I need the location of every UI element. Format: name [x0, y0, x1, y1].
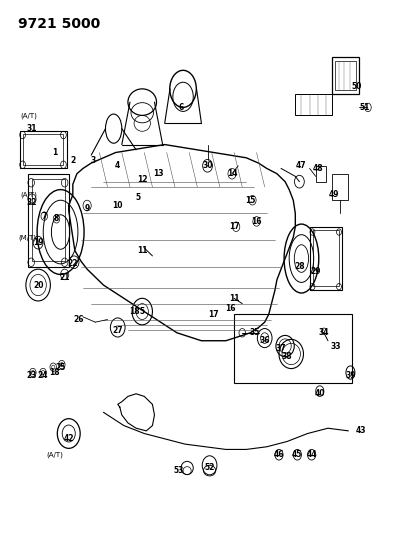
Text: 43: 43: [356, 426, 366, 435]
Bar: [316, 166, 326, 182]
Text: 16: 16: [251, 217, 262, 226]
Bar: [20, 131, 67, 168]
Text: 32: 32: [27, 198, 37, 207]
Text: 42: 42: [63, 434, 74, 443]
Text: 50: 50: [351, 82, 362, 91]
Text: 2: 2: [70, 156, 76, 165]
Text: 52: 52: [204, 464, 215, 472]
Text: 13: 13: [153, 169, 164, 178]
Text: 20: 20: [33, 280, 44, 289]
Bar: [296, 94, 332, 115]
Text: 17: 17: [229, 222, 239, 231]
Text: (M/T): (M/T): [19, 234, 37, 240]
Text: 12: 12: [137, 174, 148, 183]
Text: 26: 26: [74, 315, 84, 324]
Text: 40: 40: [314, 389, 325, 398]
Bar: [234, 314, 353, 383]
Text: 44: 44: [306, 450, 317, 459]
Text: 34: 34: [319, 328, 329, 337]
Text: 29: 29: [310, 268, 321, 276]
Text: 38: 38: [282, 352, 293, 361]
Text: 45: 45: [292, 450, 302, 459]
Bar: [23, 134, 63, 165]
Bar: [335, 61, 356, 91]
Text: 18: 18: [49, 368, 60, 377]
Text: 23: 23: [27, 370, 37, 379]
Bar: [332, 174, 349, 200]
Text: 9: 9: [85, 204, 90, 213]
Text: 10: 10: [113, 201, 123, 210]
Text: 27: 27: [113, 326, 123, 335]
Text: 36: 36: [259, 336, 270, 345]
Bar: [313, 230, 339, 286]
Text: 31: 31: [27, 124, 37, 133]
Text: 7: 7: [42, 212, 47, 221]
Text: 14: 14: [227, 169, 237, 178]
Text: 47: 47: [296, 161, 307, 170]
Text: 19: 19: [33, 238, 44, 247]
Text: 22: 22: [67, 260, 78, 268]
Text: 11: 11: [137, 246, 148, 255]
Text: 35: 35: [249, 328, 260, 337]
Text: 21: 21: [60, 272, 70, 281]
Polygon shape: [69, 144, 296, 341]
Text: 37: 37: [276, 344, 286, 353]
Text: 18: 18: [129, 307, 139, 316]
Text: 4: 4: [115, 161, 120, 170]
Text: 46: 46: [274, 450, 284, 459]
Text: (A/T): (A/T): [21, 192, 37, 198]
Text: 48: 48: [312, 164, 323, 173]
Text: 8: 8: [54, 214, 59, 223]
Text: 53: 53: [174, 466, 184, 475]
Text: (A/T): (A/T): [46, 451, 63, 458]
Text: 5: 5: [140, 307, 145, 316]
Text: 17: 17: [208, 310, 219, 319]
Text: 5: 5: [136, 193, 141, 202]
Text: 6: 6: [178, 103, 184, 112]
Text: 11: 11: [229, 294, 239, 303]
Bar: [32, 179, 65, 261]
Text: 24: 24: [37, 370, 47, 379]
Text: 33: 33: [331, 342, 342, 351]
Text: 9721 5000: 9721 5000: [18, 17, 100, 31]
Text: 39: 39: [345, 370, 356, 379]
Text: 49: 49: [329, 190, 339, 199]
Text: 15: 15: [245, 196, 256, 205]
Text: 25: 25: [55, 363, 66, 372]
Bar: [28, 174, 69, 266]
Text: 28: 28: [294, 262, 305, 271]
Text: 30: 30: [202, 161, 213, 170]
Text: 51: 51: [360, 103, 370, 112]
Bar: [309, 227, 342, 290]
Text: 16: 16: [225, 304, 235, 313]
Bar: [332, 57, 358, 94]
Text: 3: 3: [90, 156, 96, 165]
Text: 1: 1: [52, 148, 57, 157]
Text: (A/T): (A/T): [21, 112, 37, 119]
